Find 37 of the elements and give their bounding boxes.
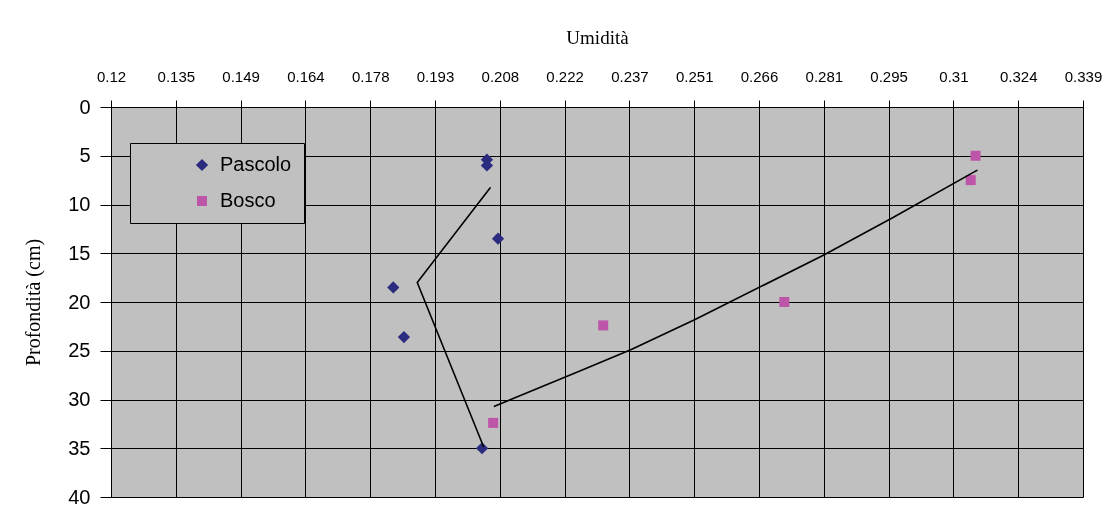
point <box>970 150 981 161</box>
point <box>965 175 976 186</box>
point <box>491 232 505 245</box>
legend-label: Pascolo <box>220 153 292 175</box>
x-tick-label: 0.164 <box>287 67 325 85</box>
y-tick-label: 25 <box>68 339 91 362</box>
x-tick-label: 0.324 <box>999 67 1038 85</box>
point <box>397 330 411 344</box>
x-tick-label: 0.295 <box>870 67 908 85</box>
x-tick-label: 0.178 <box>351 67 390 85</box>
point <box>598 320 609 331</box>
x-tick-label: 0.135 <box>157 67 196 85</box>
y-tick-label: 35 <box>68 436 91 459</box>
x-tick-label: 0.237 <box>611 67 649 85</box>
x-tick-label: 0.266 <box>740 67 779 85</box>
point <box>488 417 499 428</box>
y-tick-label: 15 <box>68 241 91 264</box>
y-tick-label: 5 <box>79 144 91 167</box>
x-tick-label: 0.149 <box>222 67 260 85</box>
x-tick-label: 0.193 <box>416 67 455 85</box>
y-tick-label: 10 <box>68 193 91 215</box>
y-axis-title: Profondità (cm) <box>22 238 46 367</box>
y-tick-label: 30 <box>68 388 91 410</box>
x-axis-title: Umidità <box>566 26 630 48</box>
x-tick-label: 0.222 <box>546 67 584 85</box>
x-tick-label: 0.281 <box>805 67 844 85</box>
point <box>779 297 790 307</box>
y-tick-label: 40 <box>68 485 91 508</box>
x-tick-label: 0.12 <box>96 67 127 85</box>
y-tick-label: 20 <box>68 290 91 313</box>
x-tick-label: 0.251 <box>675 67 714 85</box>
y-tick-label: 0 <box>79 95 91 118</box>
legend-label: Bosco <box>220 189 276 211</box>
x-tick-label: 0.339 <box>1064 67 1103 85</box>
x-tick-label: 0.208 <box>481 67 520 85</box>
point <box>387 281 400 294</box>
x-tick-label: 0.31 <box>939 67 969 85</box>
